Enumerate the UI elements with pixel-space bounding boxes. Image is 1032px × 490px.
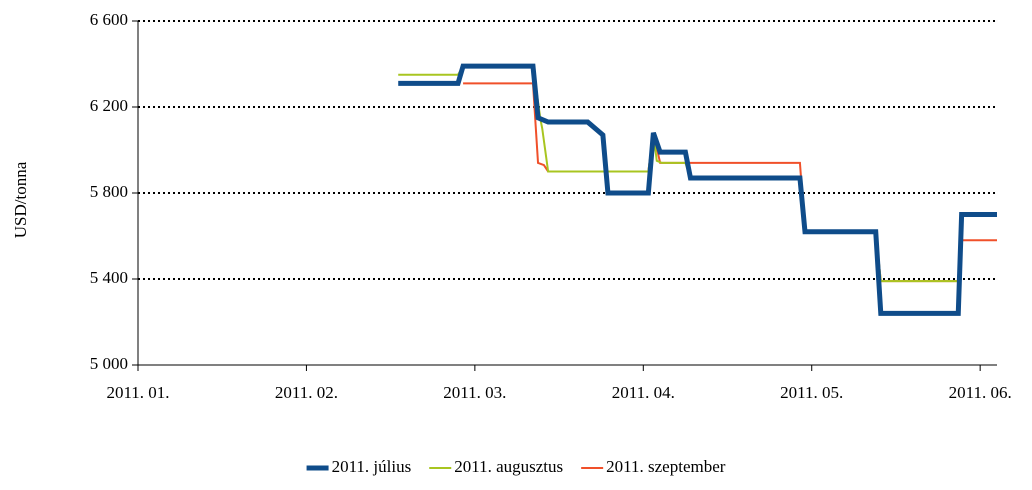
y-axis-label: USD/tonna	[11, 161, 30, 238]
series-line	[398, 63, 997, 316]
x-tick-label: 2011. 03.	[443, 383, 506, 402]
y-tick-label: 5 800	[90, 182, 128, 201]
legend-label: 2011. szeptember	[606, 457, 726, 476]
x-tick-label: 2011. 01.	[106, 383, 169, 402]
series-line	[463, 82, 997, 283]
x-tick-label: 2011. 04.	[612, 383, 675, 402]
series-line	[398, 65, 997, 283]
y-tick-label: 5 000	[90, 354, 128, 373]
x-tick-label: 2011. 06.	[949, 383, 1012, 402]
y-tick-label: 6 600	[90, 10, 128, 29]
x-tick-label: 2011. 05.	[780, 383, 843, 402]
legend-label: 2011. július	[332, 457, 412, 476]
y-tick-label: 6 200	[90, 96, 128, 115]
legend-label: 2011. augusztus	[454, 457, 563, 476]
x-tick-label: 2011. 02.	[275, 383, 338, 402]
y-tick-label: 5 400	[90, 268, 128, 287]
